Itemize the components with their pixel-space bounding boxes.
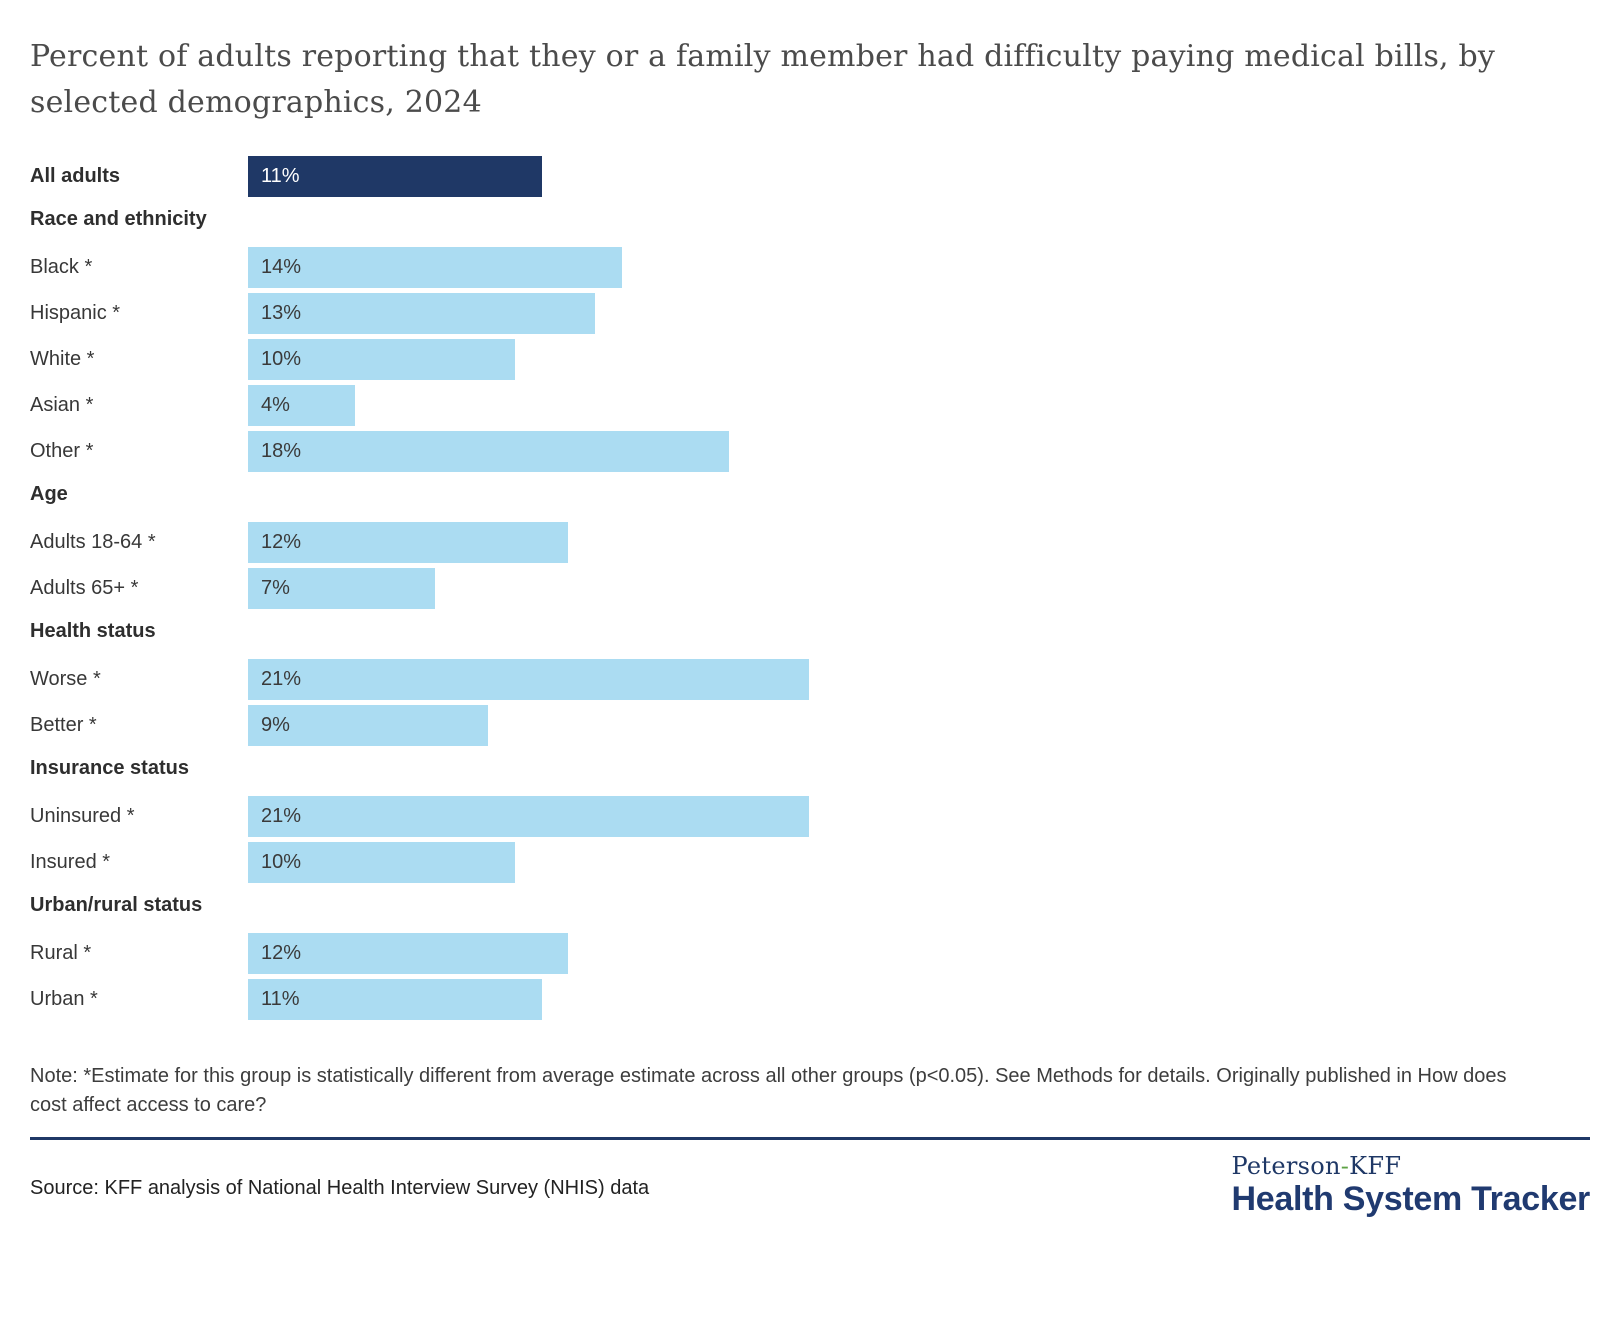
chart-row: All adults 11% <box>30 156 1590 197</box>
bar: 14% <box>248 247 622 288</box>
bar: 11% <box>248 979 542 1020</box>
logo-kff: KFF <box>1349 1152 1402 1180</box>
bar-value-label: 10% <box>261 851 302 873</box>
logo-peterson: Peterson <box>1231 1152 1341 1180</box>
bar: 10% <box>248 842 515 883</box>
bar: 9% <box>248 705 488 746</box>
section-header: Age <box>30 483 68 505</box>
row-label: Other * <box>30 440 94 462</box>
chart-title: Percent of adults reporting that they or… <box>30 39 1496 120</box>
bar-value-label: 21% <box>261 668 302 690</box>
bar: 12% <box>248 522 568 563</box>
bar: 4% <box>248 385 355 426</box>
chart-row: Black * 14% <box>30 247 1590 288</box>
row-label: All adults <box>30 165 121 187</box>
row-label: Black * <box>30 256 93 278</box>
row-label: Asian * <box>30 394 94 416</box>
row-label: Adults 18-64 * <box>30 531 156 553</box>
row-label: Uninsured * <box>30 805 135 827</box>
chart-page: Percent of adults reporting that they or… <box>0 34 1620 1216</box>
peterson-kff-logo: Peterson-KFF Health System Tracker <box>1231 1154 1591 1218</box>
row-label: Insured * <box>30 851 111 873</box>
bar-value-label: 18% <box>261 440 302 462</box>
row-label: Urban * <box>30 988 98 1010</box>
divider-line <box>30 1137 1590 1140</box>
section-header: Insurance status <box>30 757 189 779</box>
bar-chart: All adults 11% Race and ethnicity Black … <box>30 156 1590 1020</box>
source-text: Source: KFF analysis of National Health … <box>30 1177 650 1199</box>
section-header: Health status <box>30 620 156 642</box>
bar-value-label: 11% <box>261 988 300 1010</box>
bar-value-label: 4% <box>261 394 290 416</box>
bar: 7% <box>248 568 435 609</box>
bar-value-label: 12% <box>261 942 302 964</box>
logo-hyphen: - <box>1340 1152 1350 1180</box>
chart-row: Asian * 4% <box>30 385 1590 426</box>
row-label: Adults 65+ * <box>30 577 139 599</box>
bar: 10% <box>248 339 515 380</box>
chart-row: Hispanic * 13% <box>30 293 1590 334</box>
chart-row: Adults 65+ * 7% <box>30 568 1590 609</box>
bar-value-label: 13% <box>261 302 302 324</box>
row-label: White * <box>30 348 95 370</box>
chart-row: White * 10% <box>30 339 1590 380</box>
chart-row: Adults 18-64 * 12% <box>30 522 1590 563</box>
logo-health-system-tracker: Health System Tracker <box>1231 1180 1591 1218</box>
bar-value-label: 14% <box>261 256 302 278</box>
chart-row: Rural * 12% <box>30 933 1590 974</box>
bar: 18% <box>248 431 729 472</box>
section-header: Urban/rural status <box>30 894 203 916</box>
row-label: Hispanic * <box>30 302 121 324</box>
bar: 12% <box>248 933 568 974</box>
bar-value-label: 11% <box>261 165 300 187</box>
bar-value-label: 10% <box>261 348 302 370</box>
bar: 21% <box>248 796 809 837</box>
bar: 13% <box>248 293 595 334</box>
bar-value-label: 21% <box>261 805 302 827</box>
note-text: Note: *Estimate for this group is statis… <box>30 1065 1507 1116</box>
bar-value-label: 7% <box>261 577 290 599</box>
footer: Source: KFF analysis of National Health … <box>30 1154 1590 1216</box>
section-header: Race and ethnicity <box>30 208 207 230</box>
bar: 21% <box>248 659 809 700</box>
chart-row: Uninsured * 21% <box>30 796 1590 837</box>
bar-value-label: 12% <box>261 531 302 553</box>
chart-row: Urban * 11% <box>30 979 1590 1020</box>
chart-row: Better * 9% <box>30 705 1590 746</box>
bar-value-label: 9% <box>261 714 290 736</box>
bar: 11% <box>248 156 542 197</box>
chart-row: Worse * 21% <box>30 659 1590 700</box>
row-label: Better * <box>30 714 97 736</box>
row-label: Rural * <box>30 942 92 964</box>
row-label: Worse * <box>30 668 101 690</box>
logo-peterson-kff: Peterson-KFF <box>1232 1154 1590 1178</box>
chart-row: Other * 18% <box>30 431 1590 472</box>
chart-row: Insured * 10% <box>30 842 1590 883</box>
